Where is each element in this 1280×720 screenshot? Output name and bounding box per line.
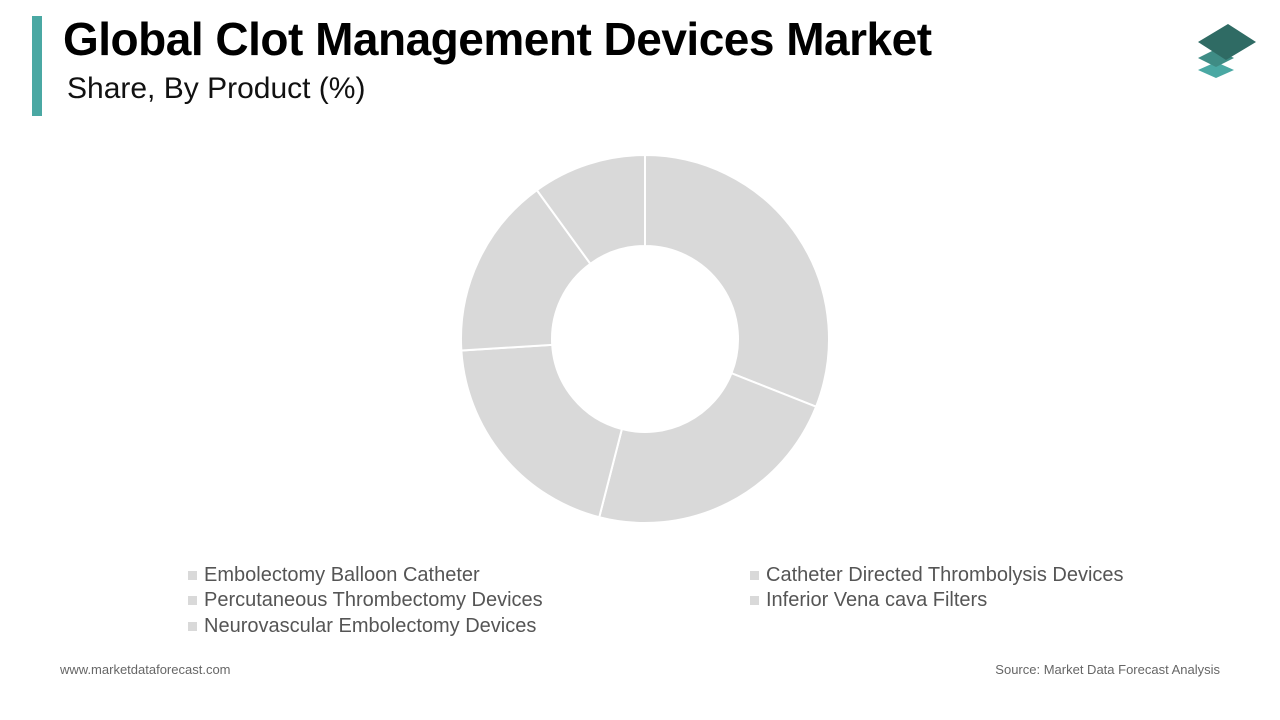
source-note: Source: Market Data Forecast Analysis [995, 662, 1220, 677]
legend-label: Catheter Directed Thrombolysis Devices [766, 564, 1124, 586]
legend-label: Neurovascular Embolectomy Devices [204, 615, 537, 637]
legend-swatch [188, 596, 197, 605]
donut-slice-4[interactable] [460, 188, 592, 352]
legend-item[interactable]: Catheter Directed Thrombolysis Devices [750, 564, 1124, 587]
legend-item[interactable]: Embolectomy Balloon Catheter [188, 564, 480, 587]
legend-item[interactable]: Inferior Vena cava Filters [750, 589, 987, 612]
legend-label: Embolectomy Balloon Catheter [204, 564, 480, 586]
legend-label: Inferior Vena cava Filters [766, 589, 988, 611]
legend-item[interactable]: Percutaneous Thrombectomy Devices [188, 589, 543, 612]
legend-item[interactable]: Neurovascular Embolectomy Devices [188, 615, 536, 638]
page-subtitle: Share, By Product (%) [67, 72, 366, 105]
donut-slice-1[interactable] [644, 153, 830, 409]
donut-slice-5[interactable] [535, 153, 646, 266]
stacked-layers-icon [1198, 24, 1256, 78]
legend-swatch [188, 622, 197, 631]
accent-bar [32, 16, 42, 116]
donut-slice-2[interactable] [598, 371, 818, 524]
legend-swatch [750, 596, 759, 605]
donut-slice-3[interactable] [460, 343, 624, 519]
page-title: Global Clot Management Devices Market [63, 13, 932, 65]
website-link[interactable]: www.marketdataforecast.com [60, 662, 231, 677]
legend-label: Percutaneous Thrombectomy Devices [204, 589, 543, 611]
legend-swatch [750, 571, 759, 580]
legend-swatch [188, 571, 197, 580]
donut-chart [460, 153, 830, 524]
